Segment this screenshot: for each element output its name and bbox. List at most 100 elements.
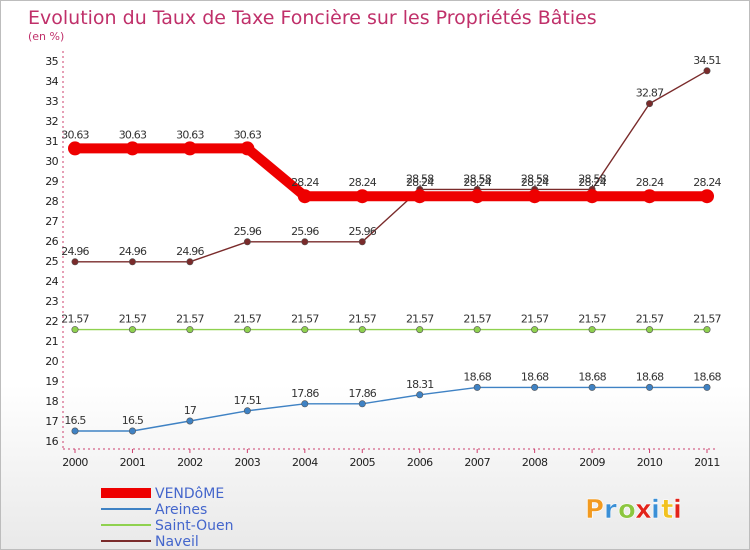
data-point xyxy=(358,238,366,246)
legend-label: Naveil xyxy=(155,534,199,549)
series-layer: 24.96 24.96 24.96 25.96 25.96 25.96 28.58 28.58… xyxy=(61,54,722,435)
data-label: 21.57 xyxy=(463,313,491,326)
data-point xyxy=(71,427,79,435)
data-label: 18.68 xyxy=(521,370,549,383)
y-tick-label: 23 xyxy=(45,295,58,308)
data-label: 21.57 xyxy=(693,313,721,326)
data-label: 28.24 xyxy=(521,176,549,189)
x-tick-label: 2011 xyxy=(694,456,720,469)
data-point xyxy=(358,326,366,334)
data-label: 18.68 xyxy=(693,370,721,383)
y-tick-label: 32 xyxy=(45,115,58,128)
data-point xyxy=(182,141,197,156)
data-label: 21.57 xyxy=(636,313,664,326)
y-tick-label: 29 xyxy=(45,175,58,188)
data-point xyxy=(71,258,79,266)
data-point xyxy=(297,189,312,204)
data-point xyxy=(240,141,255,156)
logo-letter: i xyxy=(651,495,660,525)
data-label: 25.96 xyxy=(234,225,262,238)
series-areines: 16.5 16.5 17 17.51 17.86 17.86 18.31 18.68 18.68… xyxy=(64,370,722,435)
logo-letter: x xyxy=(635,495,652,525)
data-label: 17.86 xyxy=(291,387,319,400)
data-point xyxy=(68,141,82,156)
data-point xyxy=(412,189,427,204)
data-label: 21.57 xyxy=(406,313,434,326)
y-tick-label: 24 xyxy=(45,275,58,288)
data-label: 28.24 xyxy=(693,176,721,189)
series-naveil: 24.96 24.96 24.96 25.96 25.96 25.96 28.58 28.58… xyxy=(61,54,722,266)
data-point xyxy=(358,400,366,408)
legend-label: Areines xyxy=(155,502,207,518)
data-label: 25.96 xyxy=(349,225,377,238)
data-point xyxy=(527,189,542,204)
data-label: 24.96 xyxy=(176,245,204,258)
data-point xyxy=(243,326,251,334)
y-tick-label: 22 xyxy=(45,315,58,328)
data-point xyxy=(531,383,539,391)
data-point xyxy=(588,383,596,391)
data-point xyxy=(301,326,309,334)
data-label: 28.58 xyxy=(406,172,434,185)
data-label: 30.63 xyxy=(234,128,262,141)
y-tick-label: 20 xyxy=(45,355,58,368)
logo-letter: P xyxy=(585,495,604,525)
data-label: 30.63 xyxy=(176,128,204,141)
legend-label: Saint-Ouen xyxy=(155,518,234,534)
data-point xyxy=(585,189,600,204)
x-tick-label: 2003 xyxy=(235,456,261,469)
y-tick-label: 25 xyxy=(45,255,58,268)
x-tick-label: 2007 xyxy=(464,456,490,469)
x-tick-label: 2005 xyxy=(349,456,375,469)
data-label: 28.24 xyxy=(349,176,377,189)
data-point xyxy=(473,383,481,391)
data-label: 17.51 xyxy=(234,394,262,407)
data-point xyxy=(243,238,251,246)
data-point xyxy=(531,326,539,334)
x-tick-label: 2008 xyxy=(522,456,548,469)
x-tick-label: 2001 xyxy=(120,456,146,469)
data-label: 18.68 xyxy=(463,370,491,383)
data-point xyxy=(186,258,194,266)
x-tick-label: 2006 xyxy=(407,456,433,469)
data-point xyxy=(470,189,485,204)
data-label: 28.58 xyxy=(578,172,606,185)
data-label: 28.24 xyxy=(406,176,434,189)
data-point xyxy=(186,326,194,334)
data-label: 30.63 xyxy=(61,128,89,141)
data-point xyxy=(703,383,711,391)
data-point xyxy=(128,258,136,266)
data-label: 21.57 xyxy=(176,313,204,326)
data-label: 32.87 xyxy=(636,87,664,100)
data-point xyxy=(128,326,136,334)
data-point xyxy=(416,391,424,399)
data-label: 18.68 xyxy=(578,370,606,383)
data-point xyxy=(301,238,309,246)
y-tick-label: 33 xyxy=(45,95,58,108)
y-tick-label: 19 xyxy=(45,375,58,388)
y-tick-label: 28 xyxy=(45,195,58,208)
logo-letter: r xyxy=(604,495,617,525)
x-tick-label: 2009 xyxy=(579,456,605,469)
legend-label: VENDôME xyxy=(155,486,224,502)
x-tick-label: 2000 xyxy=(62,456,88,469)
data-label: 30.63 xyxy=(119,128,147,141)
data-label: 21.57 xyxy=(119,313,147,326)
data-point xyxy=(301,400,309,408)
data-label: 21.57 xyxy=(521,313,549,326)
data-point xyxy=(125,141,140,156)
data-label: 18.31 xyxy=(406,378,434,391)
data-label: 28.24 xyxy=(463,176,491,189)
y-tick-label: 30 xyxy=(45,155,58,168)
y-tick-label: 31 xyxy=(45,135,58,148)
data-label: 24.96 xyxy=(119,245,147,258)
data-label: 21.57 xyxy=(61,313,89,326)
data-label: 34.51 xyxy=(693,54,721,67)
data-label: 18.68 xyxy=(636,370,664,383)
data-point xyxy=(588,326,596,334)
chart-title: Evolution du Taux de Taxe Foncière sur l… xyxy=(28,7,597,29)
data-label: 21.57 xyxy=(349,313,377,326)
